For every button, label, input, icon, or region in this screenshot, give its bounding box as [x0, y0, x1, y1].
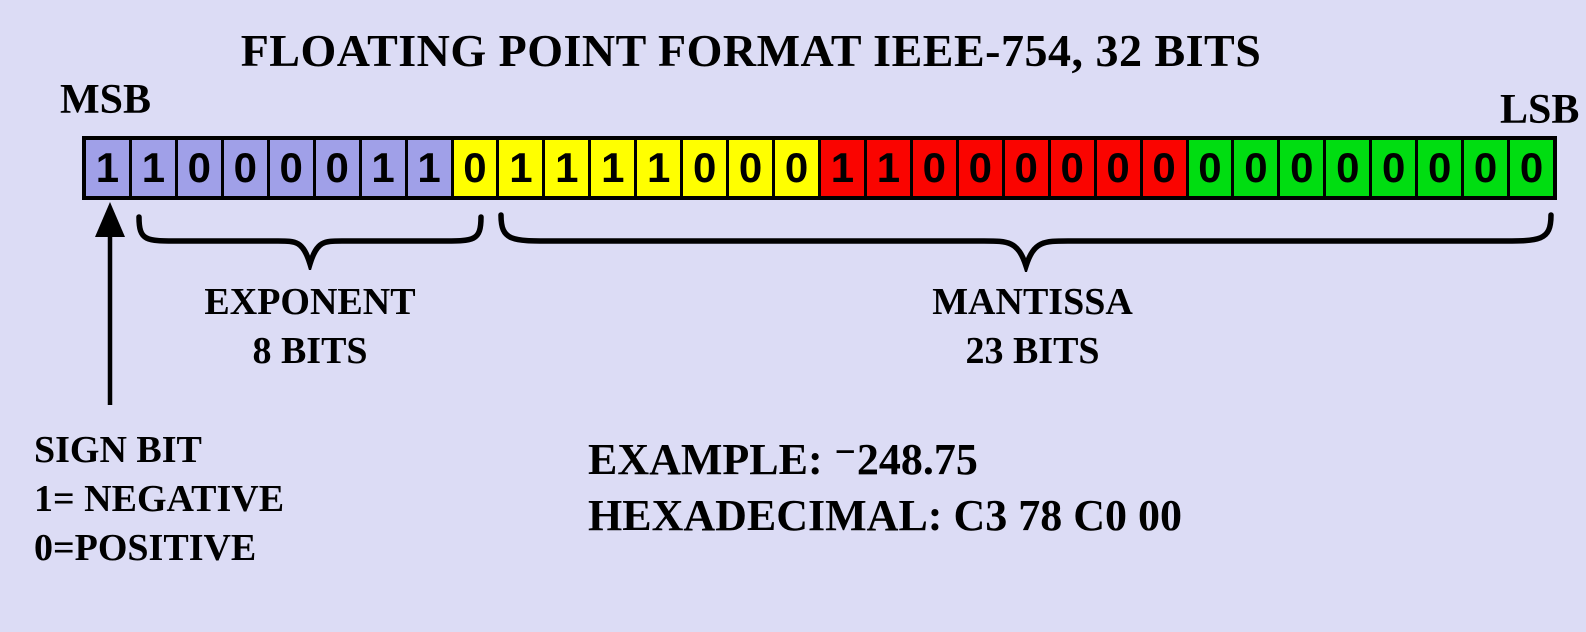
- bit-cell-1: 1: [128, 140, 175, 196]
- bit-cell-18: 0: [909, 140, 956, 196]
- bit-cell-23: 0: [1139, 140, 1186, 196]
- bit-cell-30: 0: [1461, 140, 1508, 196]
- bit-cell-20: 0: [1001, 140, 1048, 196]
- bit-cell-3: 0: [220, 140, 267, 196]
- exponent-label: EXPONENT 8 BITS: [140, 278, 480, 376]
- bit-cell-14: 0: [726, 140, 773, 196]
- bit-cell-13: 0: [680, 140, 727, 196]
- bit-cell-21: 0: [1047, 140, 1094, 196]
- sign-bit-legend-positive: 0=POSITIVE: [34, 527, 257, 569]
- bit-cell-2: 0: [174, 140, 221, 196]
- bit-cell-0: 1: [86, 140, 129, 196]
- bit-cell-19: 0: [955, 140, 1002, 196]
- exponent-label-name: EXPONENT: [204, 281, 416, 323]
- bit-cell-10: 1: [542, 140, 589, 196]
- msb-label: MSB: [60, 77, 152, 123]
- bit-cell-15: 0: [772, 140, 818, 196]
- sign-bit-legend: SIGN BIT 1= NEGATIVE 0=POSITIVE: [34, 426, 284, 573]
- bit-cell-16: 1: [818, 140, 864, 196]
- bit-cell-5: 0: [312, 140, 359, 196]
- lsb-label: LSB: [1500, 87, 1580, 133]
- example-value: EXAMPLE: ⁻248.75: [588, 435, 978, 484]
- bit-cell-11: 1: [588, 140, 635, 196]
- bit-cell-26: 0: [1277, 140, 1324, 196]
- bit-cell-31: 0: [1507, 140, 1553, 196]
- bit-cell-6: 1: [358, 140, 405, 196]
- bit-cell-17: 1: [863, 140, 910, 196]
- mantissa-label-name: MANTISSA: [932, 281, 1133, 323]
- page-title: FLOATING POINT FORMAT IEEE-754, 32 BITS: [240, 25, 1262, 76]
- bit-cell-4: 0: [266, 140, 313, 196]
- mantissa-brace: [498, 212, 1554, 272]
- bit-cell-28: 0: [1369, 140, 1416, 196]
- mantissa-label-bits: 23 BITS: [965, 330, 1100, 372]
- exponent-label-bits: 8 BITS: [252, 330, 368, 372]
- hexadecimal-value: HEXADECIMAL: C3 78 C0 00: [588, 491, 1182, 540]
- bit-cell-9: 1: [496, 140, 543, 196]
- bit-cell-12: 1: [634, 140, 681, 196]
- bit-cell-24: 0: [1185, 140, 1232, 196]
- bit-cell-22: 0: [1093, 140, 1140, 196]
- sign-bit-legend-title: SIGN BIT: [34, 429, 202, 471]
- bit-cell-27: 0: [1323, 140, 1370, 196]
- bit-cell-8: 0: [450, 140, 497, 196]
- sign-bit-arrow: [95, 202, 125, 405]
- bit-cell-7: 1: [404, 140, 451, 196]
- bit-cell-25: 0: [1231, 140, 1278, 196]
- bit-cell-29: 0: [1415, 140, 1462, 196]
- mantissa-label: MANTISSA 23 BITS: [860, 278, 1205, 376]
- sign-bit-legend-negative: 1= NEGATIVE: [34, 478, 285, 520]
- exponent-brace: [136, 214, 484, 270]
